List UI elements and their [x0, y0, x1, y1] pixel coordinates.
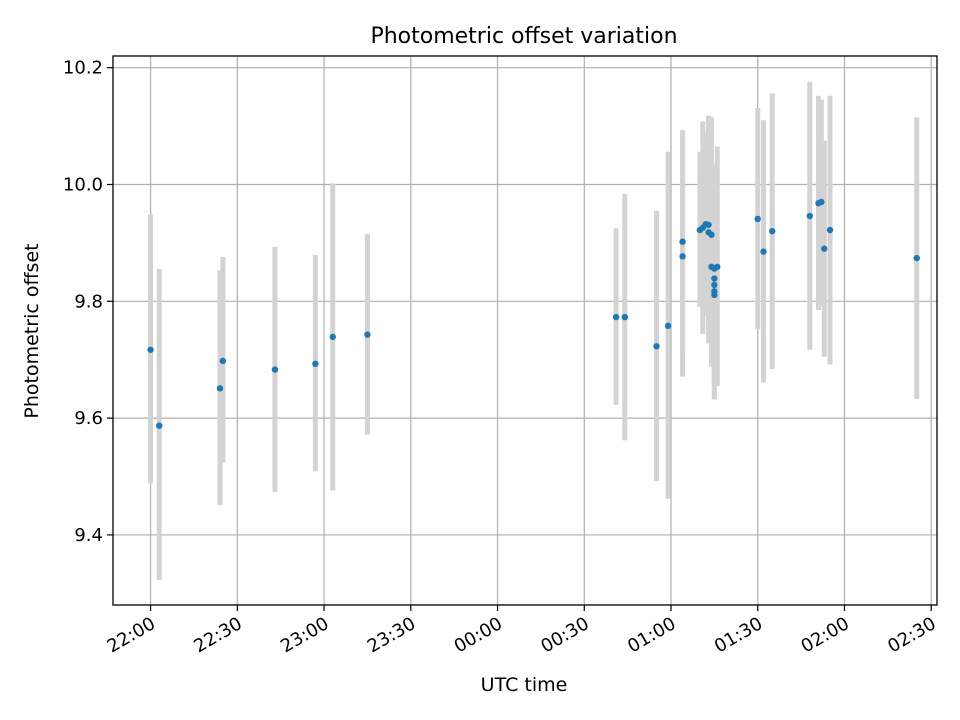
data-point	[216, 385, 224, 392]
y-tick-label: 9.8	[74, 291, 103, 312]
data-point	[219, 357, 227, 365]
data-point	[653, 343, 660, 350]
data-point	[705, 221, 712, 228]
chart-title: Photometric offset variation	[370, 24, 677, 49]
data-point	[664, 322, 672, 330]
data-point	[708, 231, 715, 238]
data-point	[760, 248, 767, 255]
y-tick-label: 10.2	[63, 58, 103, 79]
data-point	[612, 313, 620, 321]
x-tick-label: 23:00	[277, 613, 332, 657]
grid	[113, 56, 937, 605]
data-point	[806, 212, 813, 220]
y-tick-label: 10.0	[63, 174, 103, 195]
data-point	[312, 360, 319, 367]
data-point	[147, 346, 154, 353]
data-point	[913, 254, 920, 262]
data-points	[147, 198, 920, 429]
data-point	[679, 253, 686, 260]
y-axis: 9.4 9.6 9.8 10.0 10.2	[63, 58, 113, 546]
x-tick-label: 02:00	[798, 613, 853, 657]
plot-frame	[112, 55, 938, 606]
errorbars	[148, 81, 920, 580]
data-point	[826, 226, 834, 234]
x-tick-label: 00:00	[451, 613, 506, 657]
data-point	[754, 215, 761, 223]
x-tick-label: 02:30	[884, 613, 939, 657]
data-point	[329, 333, 336, 341]
x-tick-label: 22:00	[104, 613, 159, 657]
data-point	[271, 366, 279, 373]
x-tick-label: 22:30	[190, 613, 245, 657]
x-tick-label: 23:30	[364, 613, 419, 657]
data-point	[714, 263, 721, 271]
data-point	[156, 422, 163, 429]
x-axis-label: UTC time	[481, 674, 568, 696]
x-tick-label: 01:30	[711, 613, 766, 657]
y-axis-label: Photometric offset	[21, 243, 43, 418]
data-point	[821, 245, 828, 252]
data-point	[621, 313, 628, 321]
data-point	[769, 228, 776, 235]
data-point	[364, 331, 371, 338]
data-point	[679, 238, 686, 245]
x-axis: 22:00 22:30 23:00 23:30 00:00 00:30 01:00 01:30…	[104, 605, 940, 657]
data-point	[711, 281, 718, 289]
y-tick-label: 9.4	[74, 525, 103, 546]
x-tick-label: 00:30	[537, 613, 592, 657]
data-point	[818, 198, 825, 206]
y-tick-label: 9.6	[74, 408, 103, 429]
x-tick-label: 01:00	[624, 613, 679, 657]
data-point	[711, 275, 718, 282]
data-point	[711, 291, 718, 299]
